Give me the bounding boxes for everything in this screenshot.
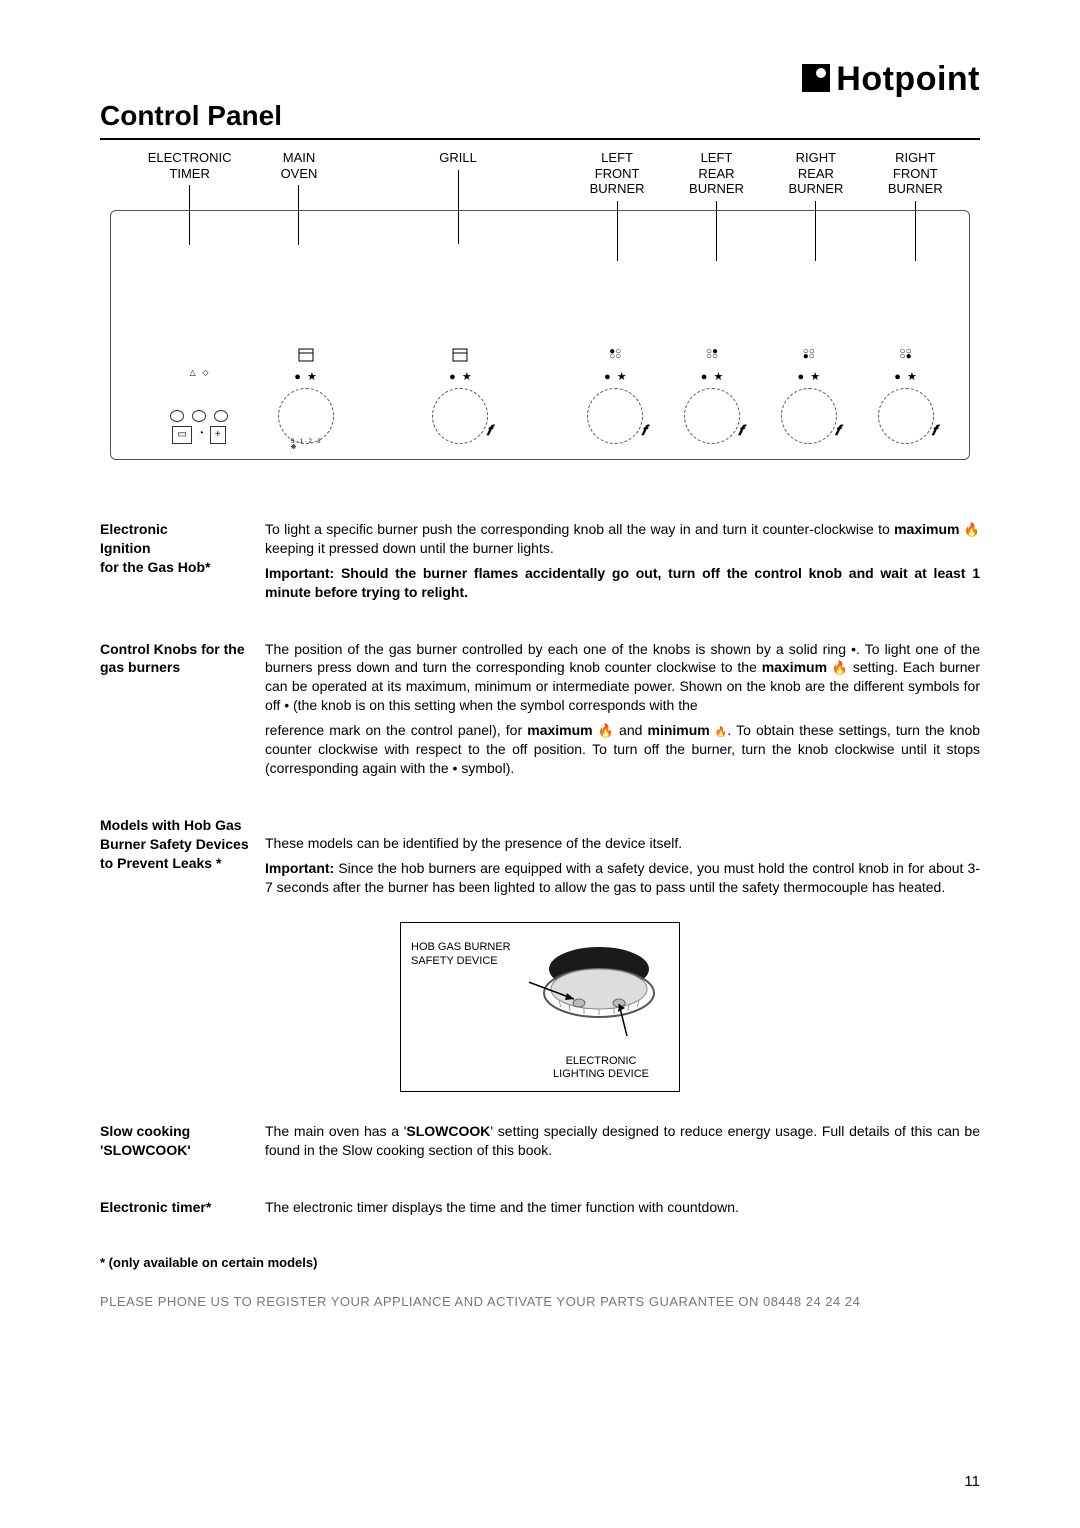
- flame-icon: 🔥: [598, 722, 614, 740]
- page-title: Control Panel: [100, 100, 980, 140]
- section-safety: Models with Hob Gas Burner Safety Device…: [100, 816, 980, 903]
- section-slowcook-label: Slow cooking 'SLOWCOOK': [100, 1122, 265, 1166]
- section-safety-label: Models with Hob Gas Burner Safety Device…: [100, 816, 265, 903]
- section-etimer: Electronic timer* The electronic timer d…: [100, 1198, 980, 1223]
- section-knobs-body: The position of the gas burner controlle…: [265, 640, 980, 784]
- section-knobs: Control Knobs for the gas burners The po…: [100, 640, 980, 784]
- section-ignition-label: Electronic Ignition for the Gas Hob*: [100, 520, 265, 608]
- availability-footnote: * (only available on certain models): [100, 1255, 980, 1270]
- section-slowcook: Slow cooking 'SLOWCOOK' The main oven ha…: [100, 1122, 980, 1166]
- section-safety-body: These models can be identified by the pr…: [265, 816, 980, 903]
- section-etimer-body: The electronic timer displays the time a…: [265, 1198, 980, 1223]
- brand-text: Hotpoint: [836, 60, 980, 98]
- control-panel-diagram: △ ◇ ▭ ◔ + ● ★ ❋S · 1 · 2 · 3: [110, 210, 970, 460]
- safety-device-figure: HOB GAS BURNER SAFETY DEVICE ELECTRONIC …: [400, 922, 680, 1092]
- register-line: PLEASE PHONE US TO REGISTER YOUR APPLIAN…: [100, 1294, 980, 1309]
- burner-knob-lf: ●○○○ ● ★ 𝒇: [567, 348, 664, 444]
- device-label-bottom: ELECTRONIC LIGHTING DEVICE: [553, 1055, 649, 1081]
- brand-icon: [802, 62, 830, 101]
- brand-logo: Hotpoint: [802, 60, 980, 101]
- section-ignition-body: To light a specific burner push the corr…: [265, 520, 980, 608]
- burner-graphic: [529, 941, 659, 1041]
- section-ignition: Electronic Ignition for the Gas Hob* To …: [100, 520, 980, 608]
- main-oven-knob: ● ★ ❋S · 1 · 2 · 3: [257, 348, 354, 444]
- burner-knob-rr: ○○●○ ● ★ 𝒇: [760, 348, 857, 444]
- burner-knob-lr: ○●○○ ● ★ 𝒇: [664, 348, 761, 444]
- section-knobs-label: Control Knobs for the gas burners: [100, 640, 265, 784]
- page-number: 11: [964, 1473, 980, 1490]
- grill-knob: ● ★ 𝒇: [412, 348, 509, 444]
- timer-module: △ ◇ ▭ ◔ +: [141, 367, 257, 444]
- device-label-top: HOB GAS BURNER SAFETY DEVICE: [411, 941, 511, 967]
- flame-icon: 🔥: [832, 659, 848, 677]
- burner-knob-rf: ○○○● ● ★ 𝒇: [857, 348, 954, 444]
- section-slowcook-body: The main oven has a 'SLOWCOOK' setting s…: [265, 1122, 980, 1166]
- flame-icon-small: 🔥: [715, 726, 727, 740]
- flame-icon: 🔥: [964, 521, 980, 539]
- section-etimer-label: Electronic timer*: [100, 1198, 265, 1223]
